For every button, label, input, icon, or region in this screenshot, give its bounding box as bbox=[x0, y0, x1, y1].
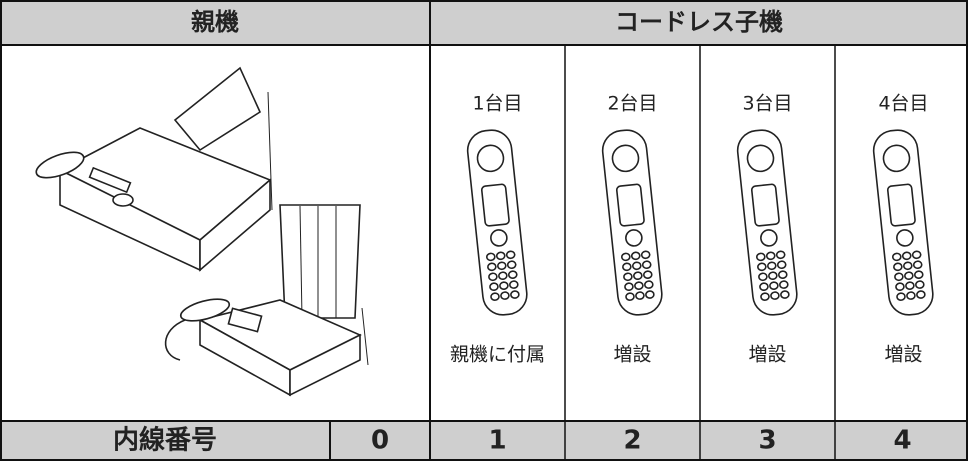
handset-key bbox=[758, 272, 768, 282]
handset-key bbox=[509, 280, 519, 289]
handset-key bbox=[498, 271, 508, 281]
handset-speaker bbox=[882, 144, 911, 173]
handset-key bbox=[893, 262, 903, 272]
handset-key bbox=[895, 282, 905, 292]
header-bg bbox=[1, 1, 967, 45]
handset-key bbox=[769, 281, 779, 290]
handset-key bbox=[624, 282, 634, 292]
handset-key bbox=[487, 262, 497, 272]
handset-key bbox=[892, 252, 902, 262]
handset-key bbox=[622, 262, 632, 272]
handset-key bbox=[640, 250, 651, 260]
handset-key bbox=[505, 250, 516, 260]
handset-note: 増設 bbox=[884, 344, 922, 366]
handset-screen bbox=[615, 183, 645, 227]
handset-key bbox=[916, 290, 926, 299]
handset-key bbox=[488, 272, 498, 282]
handset-key bbox=[779, 280, 789, 289]
handset-key bbox=[765, 251, 776, 261]
handset-key bbox=[496, 261, 507, 271]
handset-key bbox=[645, 290, 655, 299]
extension-number: 0 bbox=[371, 426, 389, 456]
handset-key bbox=[621, 252, 631, 262]
handset-label: 3台目 bbox=[742, 93, 792, 115]
handset-label: 1台目 bbox=[472, 93, 522, 115]
handset-key bbox=[913, 270, 924, 279]
handset-key bbox=[635, 291, 645, 300]
handset-key bbox=[901, 251, 912, 261]
handset-speaker bbox=[746, 144, 775, 173]
handset-key bbox=[915, 280, 925, 289]
handset-label: 2台目 bbox=[607, 93, 657, 115]
handset-key bbox=[775, 250, 786, 260]
extension-number: 2 bbox=[623, 426, 641, 456]
handset-note: 増設 bbox=[748, 344, 786, 366]
fax-illustration bbox=[164, 204, 369, 397]
handset-speaker bbox=[611, 144, 640, 173]
handset-key bbox=[780, 290, 790, 299]
extension-number: 1 bbox=[488, 426, 506, 456]
handset-key bbox=[506, 260, 517, 270]
handset-key bbox=[625, 292, 635, 301]
handset-key bbox=[902, 261, 913, 271]
handset-key bbox=[507, 270, 518, 279]
handset-key bbox=[631, 261, 642, 271]
handset-key bbox=[630, 251, 641, 261]
footer-label: 内線番号 bbox=[113, 425, 217, 456]
handset-key bbox=[759, 282, 769, 292]
handset-key bbox=[912, 260, 923, 270]
handset-nav bbox=[896, 229, 914, 247]
handset-illustration bbox=[872, 129, 934, 316]
handset-key bbox=[906, 291, 916, 300]
handset-key bbox=[777, 270, 788, 279]
handset-key bbox=[500, 291, 510, 300]
handset-key bbox=[904, 271, 914, 281]
handset-key bbox=[756, 252, 766, 262]
handset-key bbox=[489, 282, 499, 292]
cordless-header: コードレス子機 bbox=[615, 8, 783, 36]
extension-number: 3 bbox=[758, 426, 776, 456]
handset-key bbox=[894, 272, 904, 282]
fax-illustration bbox=[35, 66, 273, 272]
handset-key bbox=[776, 260, 787, 270]
handset-note: 増設 bbox=[613, 344, 651, 366]
handset-key bbox=[905, 281, 915, 290]
handset-key bbox=[641, 260, 652, 270]
parent-header: 親機 bbox=[191, 8, 239, 36]
handset-nav bbox=[760, 229, 778, 247]
handset-illustration bbox=[466, 129, 528, 316]
footer-bg bbox=[1, 421, 967, 460]
extension-number: 4 bbox=[893, 426, 911, 456]
handset-speaker bbox=[476, 144, 505, 173]
handset-key bbox=[634, 281, 644, 290]
handset-screen bbox=[750, 183, 780, 227]
handset-key bbox=[495, 251, 506, 261]
handset-key bbox=[633, 271, 643, 281]
handset-key bbox=[896, 292, 906, 301]
handset-illustration bbox=[736, 129, 798, 316]
handset-key bbox=[757, 262, 767, 272]
handset-key bbox=[760, 292, 770, 301]
handset-key bbox=[623, 272, 633, 282]
handset-illustration bbox=[601, 129, 663, 316]
handset-nav bbox=[490, 229, 508, 247]
handset-key bbox=[499, 281, 509, 290]
handset-key bbox=[490, 292, 500, 301]
handset-key bbox=[510, 290, 520, 299]
handset-screen bbox=[480, 183, 510, 227]
handset-key bbox=[770, 291, 780, 300]
handset-key bbox=[768, 271, 778, 281]
handset-screen bbox=[886, 183, 916, 227]
handset-nav bbox=[625, 229, 643, 247]
handset-key bbox=[911, 250, 922, 260]
handset-label: 4台目 bbox=[878, 93, 928, 115]
handset-key bbox=[766, 261, 777, 271]
handset-key bbox=[644, 280, 654, 289]
handset-key bbox=[642, 270, 653, 279]
handset-key bbox=[486, 252, 496, 262]
handset-note: 親機に付属 bbox=[450, 344, 545, 366]
